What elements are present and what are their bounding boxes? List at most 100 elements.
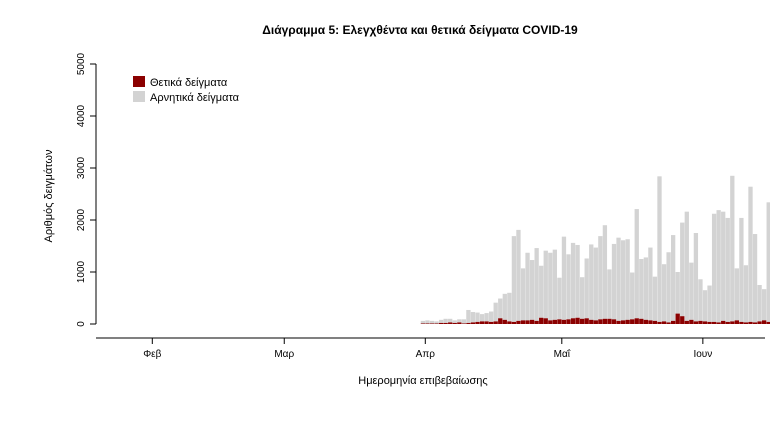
positive-bar — [734, 320, 739, 324]
y-axis-label: Αριθμός δειγμάτων — [43, 149, 55, 242]
negative-bar — [702, 290, 708, 322]
positive-bar — [593, 320, 598, 324]
positive-bar — [489, 321, 494, 324]
negative-bar — [429, 320, 435, 324]
positive-bar — [484, 321, 489, 324]
positive-bar — [630, 319, 635, 324]
positive-bar — [429, 323, 435, 324]
negative-bar — [734, 268, 739, 321]
negative-bar — [748, 186, 753, 322]
negative-bar — [607, 269, 612, 319]
negative-bar — [625, 239, 630, 320]
positive-bar — [684, 320, 689, 324]
positive-bar — [420, 323, 426, 324]
x-tick-label: Μαρ — [274, 349, 294, 360]
negative-bar — [425, 320, 430, 324]
positive-bar — [711, 321, 717, 324]
negative-bar — [475, 312, 480, 322]
negative-bar — [743, 265, 749, 323]
negative-bar — [657, 176, 662, 322]
y-tick-label: 0 — [76, 321, 87, 327]
positive-bar — [438, 322, 444, 324]
positive-bar — [534, 320, 539, 324]
positive-bar — [434, 323, 439, 324]
negative-bar — [575, 244, 580, 318]
positive-bar — [693, 321, 699, 324]
negative-bar — [762, 289, 767, 321]
negative-bar — [711, 213, 717, 322]
negative-bar — [707, 285, 712, 322]
negative-bar — [516, 229, 521, 321]
y-tick-label: 2000 — [76, 208, 87, 231]
positive-bar — [452, 322, 457, 324]
negative-bar — [511, 236, 517, 322]
negative-bar — [602, 225, 608, 319]
positive-bar — [643, 319, 648, 324]
positive-bar — [457, 322, 462, 324]
negative-bar — [443, 318, 448, 323]
negative-bar — [438, 319, 444, 323]
positive-bar — [529, 319, 535, 324]
positive-bar — [739, 321, 744, 324]
negative-bar — [739, 217, 744, 322]
negative-bar — [698, 279, 703, 321]
negative-bar — [661, 264, 667, 322]
positive-bar — [580, 318, 585, 324]
positive-bar — [680, 316, 685, 324]
negative-bar — [671, 235, 676, 321]
y-tick-label: 3000 — [76, 156, 87, 179]
negative-bar — [466, 309, 471, 323]
legend-label-negative: Αρνητικά δείγματα — [150, 92, 240, 104]
y-tick-label: 4000 — [76, 104, 87, 127]
negative-bar — [766, 202, 770, 322]
positive-bar — [766, 321, 770, 324]
chart-title: Διάγραμμα 5: Ελεγχθέντα και θετικά δείγμ… — [262, 23, 578, 37]
y-tick-label: 1000 — [76, 260, 87, 283]
negative-bar — [498, 298, 503, 319]
negative-bar — [675, 272, 680, 314]
negative-bar — [434, 321, 439, 324]
positive-bar — [548, 320, 553, 324]
negative-bar — [552, 249, 557, 320]
positive-bar — [702, 321, 708, 324]
positive-bar — [470, 322, 476, 324]
positive-bar — [698, 320, 703, 324]
positive-bar — [552, 319, 557, 324]
negative-bar — [666, 252, 671, 323]
negative-bar — [689, 262, 694, 320]
negative-bar — [620, 240, 626, 321]
negative-bar — [566, 254, 571, 320]
positive-bar — [607, 318, 612, 324]
positive-bar — [762, 320, 767, 324]
positive-bar — [757, 321, 762, 324]
negative-bar — [639, 259, 644, 319]
positive-samples-bars — [420, 313, 770, 324]
negative-bar — [525, 252, 530, 321]
negative-bar — [684, 211, 689, 321]
negative-bar — [520, 268, 526, 321]
negative-bar — [630, 272, 635, 320]
negative-bar — [484, 313, 489, 322]
negative-bar — [580, 277, 585, 319]
positive-bar — [525, 320, 530, 324]
positive-bar — [598, 319, 603, 324]
positive-bar — [748, 321, 753, 324]
positive-bar — [425, 323, 430, 324]
negative-bar — [470, 312, 476, 323]
positive-bar — [671, 320, 676, 324]
positive-bar — [725, 321, 730, 324]
negative-bar — [598, 236, 603, 320]
negative-bar — [593, 247, 598, 321]
negative-bar — [680, 222, 685, 317]
positive-bar — [689, 319, 694, 324]
negative-bar — [652, 276, 658, 321]
positive-bar — [589, 319, 594, 324]
negative-bar — [543, 250, 548, 319]
negative-bar — [634, 209, 639, 319]
negative-bar — [448, 318, 453, 323]
positive-bar — [625, 319, 630, 324]
positive-bar — [661, 321, 667, 324]
positive-bar — [616, 320, 621, 324]
